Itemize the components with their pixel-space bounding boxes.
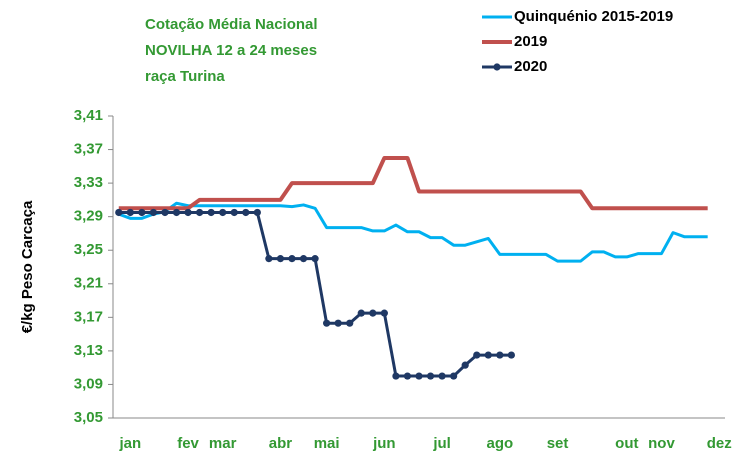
data-point bbox=[311, 255, 319, 263]
x-tick-label: out bbox=[615, 435, 638, 452]
x-tick-label: set bbox=[547, 435, 569, 452]
data-point bbox=[473, 351, 481, 359]
y-axis-label: €/kg Peso Carcaça bbox=[19, 200, 36, 333]
legend-marker bbox=[493, 63, 501, 71]
y-tick-label: 3,33 bbox=[74, 174, 103, 191]
x-tick-label: jan bbox=[118, 435, 141, 452]
data-point bbox=[299, 255, 308, 263]
data-point bbox=[184, 208, 192, 217]
x-tick-label: nov bbox=[648, 435, 675, 452]
x-tick-label: dez bbox=[707, 435, 732, 452]
y-tick-label: 3,37 bbox=[74, 141, 103, 158]
legend-label: Quinquénio 2015-2019 bbox=[514, 8, 673, 25]
data-point bbox=[230, 208, 238, 217]
series-line bbox=[118, 201, 708, 263]
data-point bbox=[196, 208, 204, 217]
y-tick-label: 3,17 bbox=[74, 308, 103, 325]
x-tick-label: mar bbox=[209, 435, 237, 452]
data-point bbox=[207, 208, 215, 217]
y-tick-label: 3,05 bbox=[74, 409, 103, 426]
x-tick-label: jul bbox=[432, 435, 451, 452]
data-point bbox=[126, 208, 134, 217]
data-point bbox=[115, 208, 123, 217]
y-tick-label: 3,41 bbox=[74, 107, 103, 124]
data-point bbox=[415, 372, 423, 380]
data-point bbox=[138, 208, 146, 217]
data-point bbox=[403, 372, 412, 380]
data-point bbox=[496, 351, 504, 359]
data-point bbox=[172, 208, 181, 217]
data-point bbox=[276, 255, 285, 263]
data-point bbox=[507, 351, 515, 359]
y-tick-label: 3,09 bbox=[74, 375, 103, 392]
data-point bbox=[438, 372, 446, 380]
data-point bbox=[461, 361, 469, 369]
legend-label: 2020 bbox=[514, 58, 547, 75]
x-tick-label: ago bbox=[486, 435, 513, 452]
data-point bbox=[288, 255, 296, 263]
y-tick-label: 3,13 bbox=[74, 342, 103, 359]
data-point bbox=[346, 319, 354, 327]
x-tick-label: jun bbox=[372, 435, 396, 452]
series-line bbox=[118, 210, 512, 378]
chart-title: NOVILHA 12 a 24 meses bbox=[145, 42, 317, 59]
data-point bbox=[242, 208, 250, 217]
data-point bbox=[484, 351, 492, 359]
data-point bbox=[392, 372, 400, 380]
data-point bbox=[161, 208, 169, 217]
legend-label: 2019 bbox=[514, 33, 547, 50]
data-point bbox=[380, 309, 388, 317]
data-point bbox=[265, 255, 273, 263]
chart-title: Cotação Média Nacional bbox=[145, 16, 318, 33]
data-point bbox=[219, 208, 227, 217]
data-point bbox=[426, 372, 435, 380]
data-point bbox=[369, 309, 377, 317]
x-tick-label: fev bbox=[177, 435, 199, 452]
x-tick-label: abr bbox=[269, 435, 293, 452]
x-tick-label: mai bbox=[314, 435, 340, 452]
data-point bbox=[450, 372, 458, 380]
y-tick-label: 3,25 bbox=[74, 241, 103, 258]
data-point bbox=[149, 208, 158, 217]
data-point bbox=[323, 319, 331, 327]
series-line bbox=[118, 155, 708, 211]
data-point bbox=[357, 309, 365, 317]
data-point bbox=[334, 319, 342, 327]
data-point bbox=[253, 208, 261, 217]
y-tick-label: 3,21 bbox=[74, 275, 103, 292]
y-tick-label: 3,29 bbox=[74, 208, 103, 225]
chart-title: raça Turina bbox=[145, 68, 225, 85]
